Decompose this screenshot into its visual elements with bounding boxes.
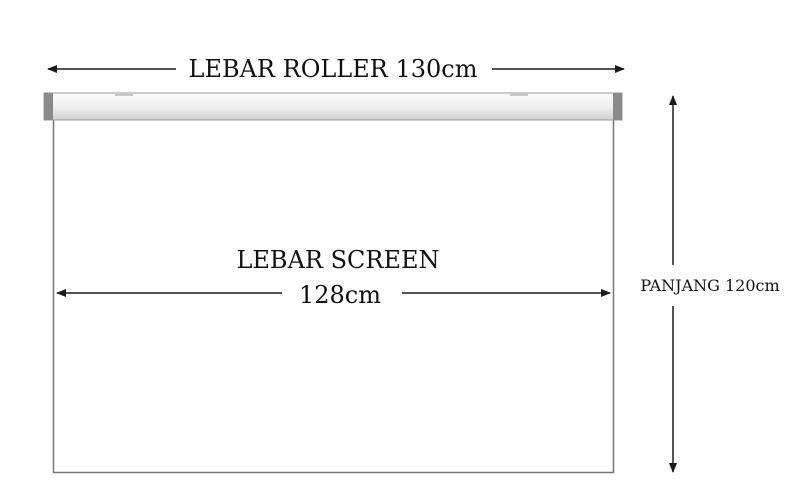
screen-width-value: 128cm [299,281,381,309]
roller-width-dimension: LEBAR ROLLER 130cm [47,55,625,83]
height-label: PANJANG 120cm [640,276,779,295]
screen-width-label: LEBAR SCREEN [236,246,439,274]
screen-width-dimension: LEBAR SCREEN 128cm [56,246,611,309]
roller-housing [43,92,623,121]
roller-right-end-cap [613,93,622,120]
roller-left-end-cap [44,93,53,120]
height-dimension: PANJANG 120cm [640,95,780,473]
roller-bracket-left [115,93,133,96]
roller-width-label: LEBAR ROLLER 130cm [189,55,478,83]
roller-bracket-right [510,93,528,96]
projection-screen [52,117,615,474]
